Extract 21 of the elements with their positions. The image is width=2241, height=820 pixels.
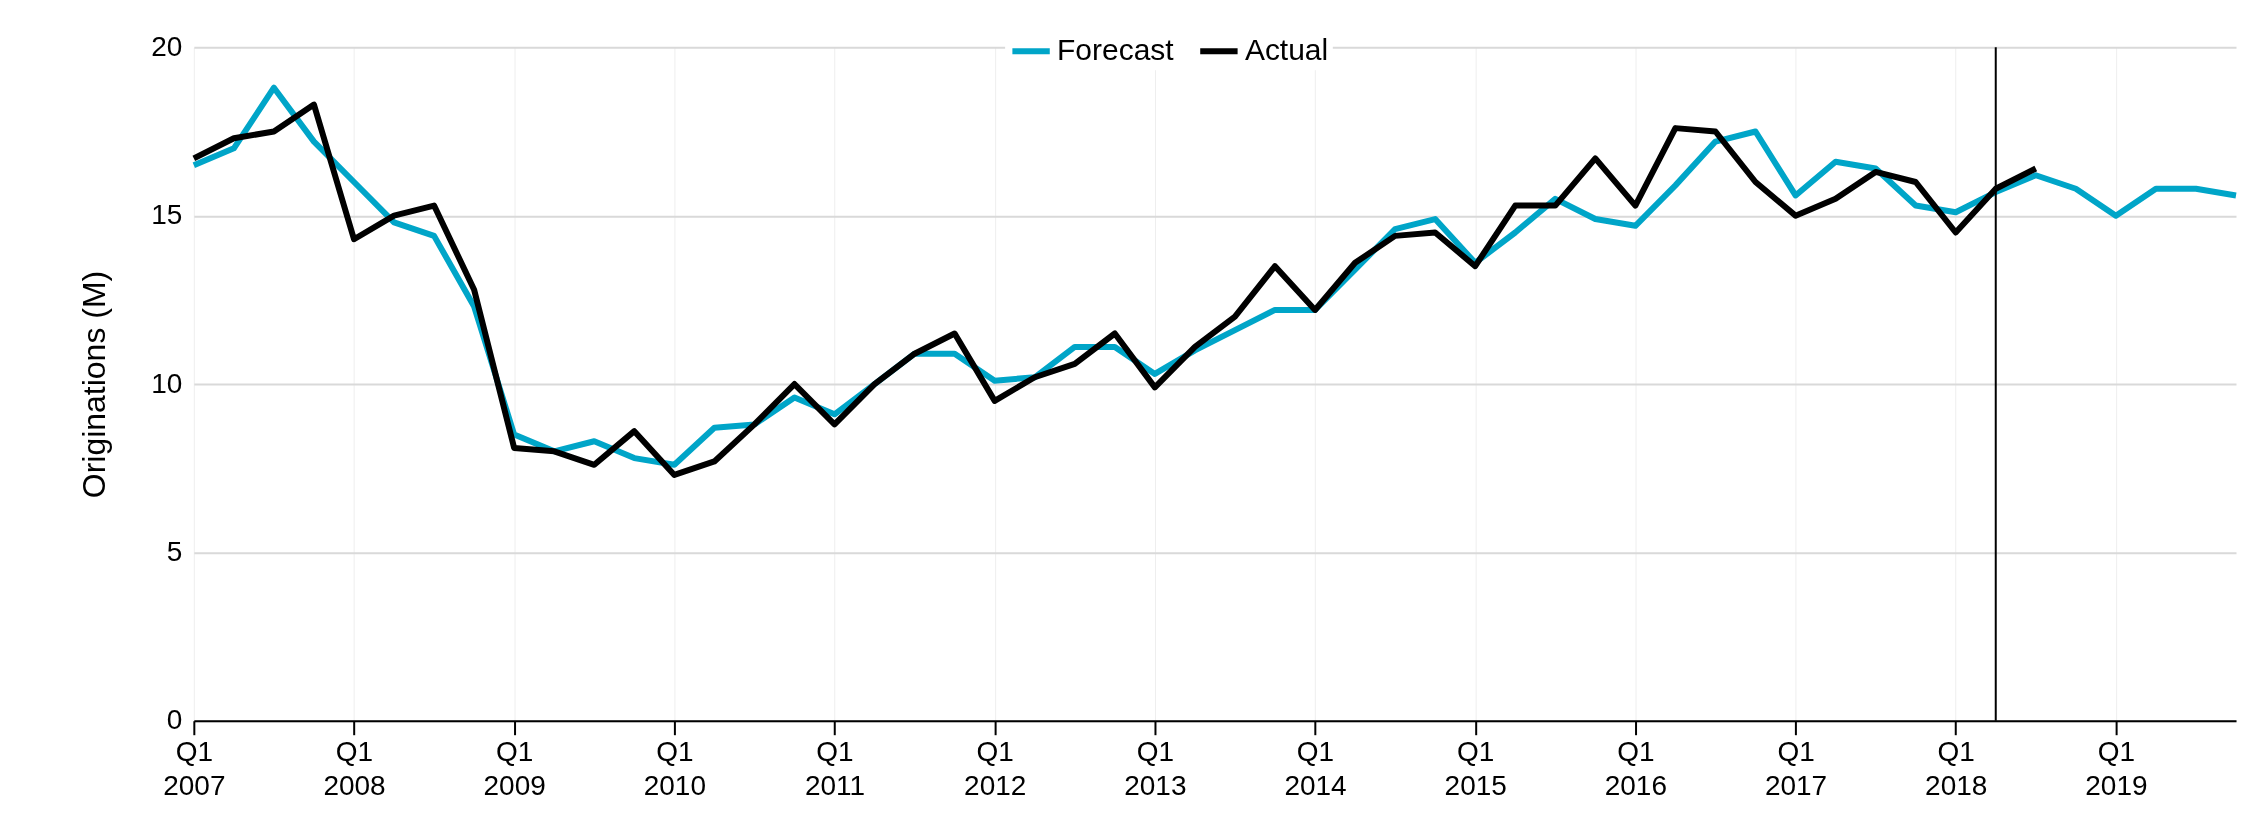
y-axis-title: Originations (M)	[76, 270, 113, 499]
legend-label: Forecast	[1057, 33, 1175, 67]
y-tick-label: 10	[151, 367, 183, 399]
y-tick-label: 20	[151, 30, 183, 62]
x-tick-label: Q1 2017	[1764, 736, 1828, 802]
x-tick-label: Q1 2016	[1604, 736, 1667, 802]
x-tick-label: Q1 2009	[483, 736, 546, 802]
x-tick-label: Q1 2013	[1124, 736, 1187, 802]
y-tick-label: 0	[166, 704, 183, 736]
x-tick-label: Q1 2019	[2085, 736, 2148, 802]
x-tick-label: Q1 2015	[1444, 736, 1507, 802]
y-tick-label: 15	[151, 199, 183, 231]
x-tick-label: Q1 2012	[964, 736, 1027, 802]
legend-label: Actual	[1244, 33, 1329, 67]
x-tick-label: Q1 2018	[1925, 736, 1988, 802]
x-tick-label: Q1 2011	[804, 736, 866, 802]
y-tick-label: 5	[166, 535, 183, 567]
x-tick-label: Q1 2008	[323, 736, 386, 802]
x-tick-label: Q1 2014	[1284, 736, 1347, 802]
x-tick-label: Q1 2010	[643, 736, 706, 802]
x-tick-label: Q1 2007	[163, 736, 226, 802]
